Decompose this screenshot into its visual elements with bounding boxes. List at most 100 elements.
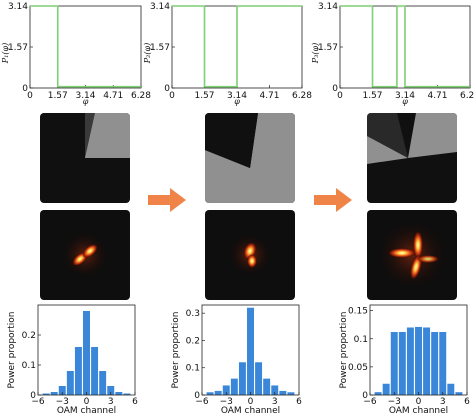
bar	[222, 385, 230, 395]
x-tick-label: 3.14	[395, 91, 415, 101]
y-tick-label: 0	[194, 391, 200, 401]
phase-line	[340, 5, 470, 88]
x-tick-label: −3	[56, 397, 69, 407]
y-tick-label: 0.1	[354, 335, 368, 345]
bar	[42, 393, 50, 395]
x-tick-label: 0	[337, 91, 343, 101]
y-axis-label: Power proportion	[339, 312, 349, 389]
mask-dark-sector	[205, 113, 258, 168]
x-tick-label: 0	[169, 91, 175, 101]
beam-image-2	[205, 210, 295, 300]
mask-edge	[367, 113, 408, 158]
bar	[99, 371, 107, 395]
bar	[263, 378, 271, 395]
y-axis-label: Power proportion	[171, 312, 181, 389]
x-tick-label: 6	[132, 397, 138, 407]
bar	[415, 326, 422, 395]
x-axis-label: φ	[234, 97, 240, 106]
y-tick-label: 0.1	[186, 364, 200, 374]
bar	[382, 383, 390, 395]
x-tick-label: −3	[220, 397, 233, 407]
x-axis-label: OAM channel	[57, 406, 116, 415]
x-tick-label: 0	[416, 397, 422, 407]
bar	[91, 347, 99, 395]
phase-line	[30, 5, 141, 88]
y-tick-label: 0.05	[348, 363, 368, 373]
right-arrow-icon	[314, 188, 352, 212]
y-tick-label: 3.14	[8, 2, 28, 12]
bar	[50, 392, 58, 395]
bar-chart-2: −6 −3 0 3 6 0 0.1 0.2 0.3 OAM channel Power propor…	[171, 304, 302, 415]
x-tick-label: 1.57	[48, 91, 68, 101]
y-axis-label: P₃(φ)	[311, 43, 320, 64]
mask-sector	[205, 113, 295, 203]
x-tick-label: 6	[464, 397, 470, 407]
x-tick-label: 6	[296, 397, 302, 407]
x-tick-label: 3.14	[227, 91, 247, 101]
x-tick-label: 1.57	[194, 91, 214, 101]
bar	[74, 347, 82, 395]
y-tick-label: 0	[332, 84, 338, 94]
beam-lobe	[413, 231, 423, 259]
y-tick-label: 0	[22, 84, 28, 94]
bar	[107, 386, 115, 395]
x-tick-label: 0	[27, 91, 33, 101]
mask-edge	[85, 113, 95, 158]
bar	[58, 386, 66, 395]
y-tick-label: 3.14	[318, 2, 338, 12]
bar	[238, 362, 246, 395]
bar	[455, 392, 463, 395]
right-arrow-icon	[148, 188, 186, 212]
x-tick-label: 0	[248, 397, 254, 407]
y-tick-label: 1.57	[318, 43, 338, 53]
mask-sector	[408, 113, 457, 158]
x-axis-label: φ	[83, 97, 89, 106]
x-tick-label: 3.14	[75, 91, 95, 101]
x-tick-label: 6.28	[131, 91, 151, 101]
plot-frame	[29, 5, 142, 89]
phase-line	[172, 5, 302, 88]
y-tick-label: 0.15	[348, 307, 368, 317]
beam-lobe	[388, 248, 416, 258]
y-tick-label: 1.57	[150, 43, 170, 53]
x-axis-label: OAM channel	[221, 406, 280, 415]
x-tick-label: 3	[108, 397, 114, 407]
x-tick-label: 0	[84, 397, 90, 407]
x-tick-label: 3	[272, 397, 278, 407]
x-tick-label: 1.57	[362, 91, 382, 101]
bar	[398, 332, 406, 395]
bar	[206, 392, 214, 395]
y-tick-label: 3.14	[150, 2, 170, 12]
beam-lobe	[247, 254, 257, 268]
y-tick-label: 0.2	[22, 331, 36, 341]
x-tick-label: −6	[363, 397, 377, 407]
bar	[123, 393, 131, 395]
bar	[287, 392, 295, 395]
y-tick-label: 0.3	[186, 309, 200, 319]
bar	[230, 378, 238, 395]
bar	[406, 327, 414, 395]
x-tick-label: 6.28	[460, 91, 474, 101]
x-tick-label: −6	[195, 397, 209, 407]
y-axis-label: Power proportion	[7, 312, 17, 389]
bar-chart-1: −6 −3 0 3 6 0 0.1 0.2 OAM channel Power proportio…	[7, 304, 138, 415]
y-axis-label: P₂(φ)	[143, 43, 152, 64]
y-tick-label: 1.57	[8, 43, 28, 53]
phase-mask-1	[40, 113, 130, 203]
bar	[374, 392, 382, 395]
y-tick-label: 0	[164, 84, 170, 94]
beam-lobe	[417, 255, 439, 263]
bar	[247, 307, 254, 395]
y-tick-label: 0.1	[22, 361, 36, 371]
y-tick-label: 0	[362, 391, 368, 401]
phase-mask-2	[205, 113, 295, 203]
bar	[115, 392, 123, 395]
bar	[279, 390, 287, 395]
bar	[214, 390, 222, 395]
bar	[431, 332, 439, 395]
mask-sector	[367, 136, 408, 164]
phase-mask-3	[367, 113, 457, 203]
bar	[83, 311, 90, 395]
